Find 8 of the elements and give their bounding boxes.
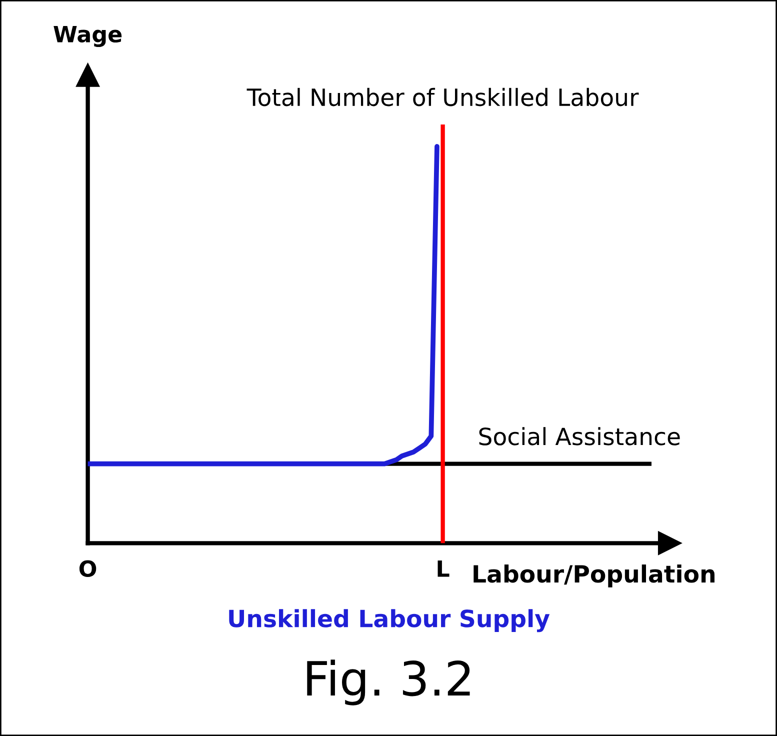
- y-axis-title: Wage: [54, 26, 122, 47]
- text: Unskilled Labour Supply: [229, 609, 550, 632]
- x-axis-title: Labour/Population: [474, 564, 714, 588]
- ref-line-label: Total Number of Unskilled Labour: [246, 88, 639, 106]
- ref-line-label: Social Assistance: [479, 427, 680, 446]
- x-tick-label: O: [79, 560, 96, 578]
- x-tick-label: L: [438, 560, 450, 577]
- text: Fig. 3.2: [307, 660, 470, 706]
